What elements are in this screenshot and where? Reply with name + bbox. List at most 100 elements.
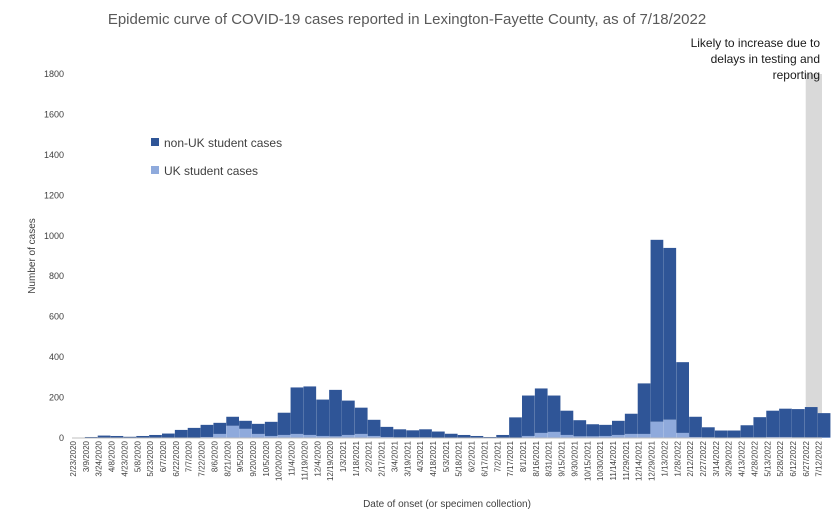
- chart-title: Epidemic curve of COVID-19 cases reporte…: [108, 11, 706, 28]
- y-axis-title: Number of cases: [27, 218, 38, 294]
- x-tick-label: 9/20/2020: [249, 440, 258, 476]
- y-tick-label: 800: [49, 271, 64, 281]
- x-tick-label: 3/4/2021: [390, 440, 399, 472]
- bar-non-uk: [766, 411, 779, 437]
- x-tick-label: 4/18/2021: [429, 440, 438, 476]
- note-line-2: delays in testing and: [711, 52, 820, 66]
- bar-non-uk: [509, 417, 522, 437]
- bar-non-uk: [355, 408, 368, 434]
- x-tick-label: 3/19/2021: [403, 440, 412, 476]
- x-tick-label: 12/4/2020: [313, 440, 322, 476]
- x-tick-label: 6/22/2020: [172, 440, 181, 476]
- bar-non-uk: [393, 429, 406, 437]
- bars: [72, 240, 830, 438]
- x-tick-label: 4/28/2022: [750, 440, 759, 476]
- bar-non-uk: [522, 396, 535, 436]
- x-tick-label: 7/17/2021: [506, 440, 515, 476]
- bar-non-uk: [792, 409, 805, 437]
- x-tick-label: 2/2/2021: [365, 440, 374, 472]
- legend-swatch-non-uk: [151, 138, 159, 146]
- bar-non-uk: [406, 430, 419, 437]
- x-tick-label: 2/27/2022: [699, 440, 708, 476]
- bar-uk: [252, 434, 265, 438]
- x-tick-label: 1/13/2022: [660, 440, 669, 476]
- bar-non-uk: [432, 432, 445, 438]
- bar-non-uk: [779, 409, 792, 437]
- bar-non-uk: [342, 401, 355, 435]
- x-tick-label: 10/5/2020: [262, 440, 271, 476]
- bar-non-uk: [741, 425, 754, 437]
- bar-non-uk: [368, 420, 381, 436]
- bar-non-uk: [586, 424, 599, 436]
- x-tick-label: 5/23/2020: [146, 440, 155, 476]
- bar-uk: [638, 434, 651, 438]
- x-tick-label: 8/21/2020: [223, 440, 232, 476]
- bar-non-uk: [573, 420, 586, 436]
- x-tick-label: 4/13/2022: [738, 440, 747, 476]
- y-tick-label: 1400: [44, 150, 64, 160]
- x-tick-label: 10/30/2021: [596, 440, 605, 481]
- bar-non-uk: [638, 383, 651, 434]
- bar-non-uk: [175, 430, 188, 438]
- bar-non-uk: [226, 417, 239, 426]
- bar-uk: [548, 432, 561, 438]
- x-tick-label: 2/23/2020: [69, 440, 78, 476]
- x-tick-label: 9/15/2021: [558, 440, 567, 476]
- bar-non-uk: [213, 423, 226, 434]
- y-tick-label: 1000: [44, 231, 64, 241]
- x-tick-label: 8/1/2021: [519, 440, 528, 472]
- x-tick-label: 11/14/2021: [609, 440, 618, 480]
- x-tick-label: 6/7/2020: [159, 440, 168, 472]
- legend-label-non-uk: non-UK student cases: [164, 136, 282, 150]
- bar-non-uk: [291, 387, 304, 434]
- x-tick-label: 5/8/2020: [133, 440, 142, 472]
- x-tick-label: 8/6/2020: [210, 440, 219, 472]
- x-tick-label: 1/28/2022: [673, 440, 682, 476]
- bar-non-uk: [715, 431, 728, 438]
- bar-non-uk: [753, 417, 766, 437]
- bar-non-uk: [535, 388, 548, 432]
- x-tick-label: 3/29/2022: [725, 440, 734, 476]
- bar-uk: [226, 426, 239, 438]
- x-tick-label: 12/29/2021: [648, 440, 657, 481]
- bar-non-uk: [548, 396, 561, 432]
- bar-non-uk: [599, 425, 612, 436]
- bar-non-uk: [381, 427, 394, 437]
- x-tick-label: 7/2/2021: [493, 440, 502, 472]
- x-tick-label: 3/9/2020: [82, 440, 91, 472]
- y-tick-label: 1800: [44, 69, 64, 79]
- x-tick-label: 10/20/2020: [275, 440, 284, 481]
- y-tick-label: 1600: [44, 109, 64, 119]
- x-tick-label: 9/30/2021: [570, 440, 579, 476]
- bar-non-uk: [612, 421, 625, 435]
- bar-non-uk: [663, 248, 676, 420]
- y-tick-label: 600: [49, 312, 64, 322]
- x-tick-label: 12/19/2020: [326, 440, 335, 481]
- x-tick-label: 7/12/2022: [815, 440, 824, 476]
- shaded-region: [806, 74, 822, 438]
- bar-non-uk: [329, 390, 342, 437]
- bar-non-uk: [818, 413, 831, 437]
- bar-non-uk: [676, 362, 689, 433]
- x-tick-label: 6/2/2021: [468, 440, 477, 472]
- bar-non-uk: [252, 424, 265, 434]
- bar-non-uk: [702, 427, 715, 437]
- legend-label-uk: UK student cases: [164, 164, 258, 178]
- bar-uk: [239, 429, 252, 438]
- x-tick-label: 2/17/2021: [378, 440, 387, 476]
- x-tick-label: 6/12/2022: [789, 440, 798, 476]
- y-tick-label: 200: [49, 393, 64, 403]
- legend-swatch-uk: [151, 166, 159, 174]
- bar-uk: [535, 433, 548, 438]
- bar-non-uk: [445, 434, 458, 438]
- bar-uk: [213, 434, 226, 438]
- x-tick-label: 11/4/2020: [288, 440, 297, 476]
- x-tick-label: 5/13/2022: [763, 440, 772, 476]
- bar-non-uk: [239, 421, 252, 429]
- bar-non-uk: [162, 434, 175, 438]
- bar-non-uk: [188, 428, 201, 438]
- x-tick-label: 8/16/2021: [532, 440, 541, 476]
- bar-non-uk: [805, 407, 818, 437]
